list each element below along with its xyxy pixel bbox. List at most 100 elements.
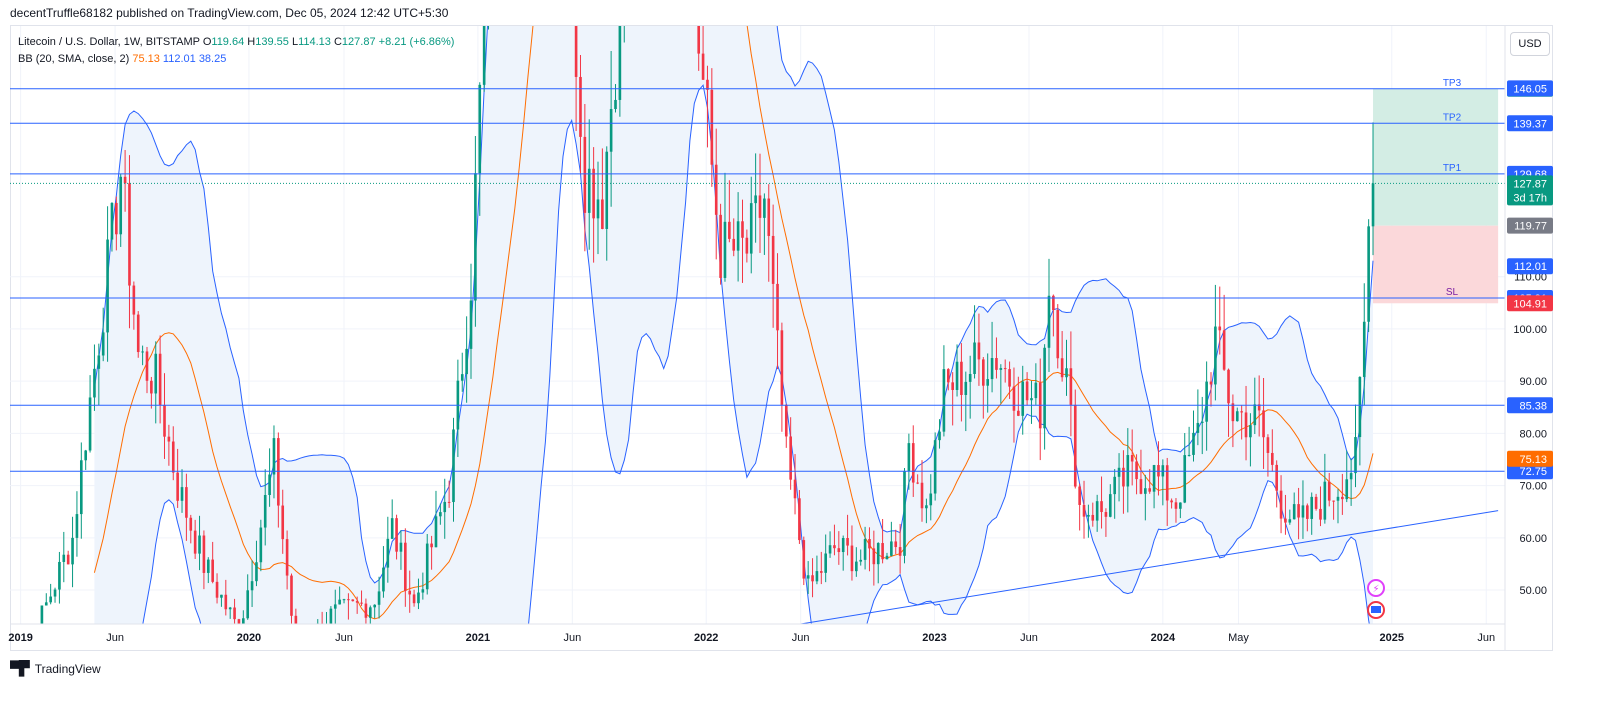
candle-body bbox=[592, 168, 595, 219]
candle-body bbox=[40, 605, 44, 624]
candle-body bbox=[1069, 368, 1073, 405]
candle-body bbox=[268, 474, 271, 496]
candle-body bbox=[368, 607, 372, 618]
price-label-text: 127.87 bbox=[1513, 178, 1547, 190]
candle-body bbox=[1003, 368, 1007, 370]
high-label: H bbox=[247, 36, 256, 48]
candle-body bbox=[1052, 295, 1055, 311]
candle-body bbox=[44, 602, 48, 606]
candle-body bbox=[71, 537, 74, 565]
candle-body bbox=[1367, 226, 1370, 322]
candle-body bbox=[1060, 358, 1064, 378]
candle-body bbox=[320, 623, 324, 624]
y-tick-label: 60.00 bbox=[1519, 533, 1547, 545]
bb-row: BB (20, SMA, close, 2) 75.13 112.01 38.2… bbox=[18, 51, 454, 68]
candle-body bbox=[294, 615, 298, 624]
y-tick-label: 100.00 bbox=[1513, 324, 1547, 336]
candle-body bbox=[158, 353, 162, 405]
candle-body bbox=[1174, 502, 1178, 509]
candle-body bbox=[408, 590, 412, 595]
candle-body bbox=[876, 543, 880, 565]
candle-body bbox=[1332, 500, 1335, 502]
candle-body bbox=[246, 590, 250, 619]
candle-body bbox=[898, 547, 902, 556]
candle-body bbox=[1183, 455, 1187, 503]
candle-body bbox=[872, 548, 876, 565]
currency-button[interactable]: USD bbox=[1510, 32, 1550, 56]
candle-body bbox=[263, 495, 267, 528]
candle-body bbox=[386, 538, 390, 568]
candle-body bbox=[1117, 467, 1121, 477]
candle-body bbox=[697, 26, 701, 54]
candle-body bbox=[863, 539, 867, 560]
price-label-text: 146.05 bbox=[1513, 83, 1547, 95]
candle-body bbox=[763, 198, 766, 218]
high-value: 139.55 bbox=[255, 36, 289, 48]
candle-body bbox=[933, 440, 937, 494]
candle-body bbox=[1065, 368, 1068, 378]
candle-body bbox=[342, 599, 346, 601]
candle-body bbox=[986, 379, 990, 386]
x-tick-label: Jun bbox=[335, 632, 353, 644]
candle-body bbox=[1170, 500, 1173, 503]
candle-body bbox=[776, 283, 779, 331]
candle-body bbox=[84, 450, 88, 461]
candle-body bbox=[1148, 488, 1152, 492]
candle-body bbox=[587, 168, 591, 213]
price-label-box bbox=[1507, 80, 1553, 97]
candle-body bbox=[719, 214, 722, 278]
candle-body bbox=[1017, 410, 1020, 416]
candle-body bbox=[281, 505, 285, 540]
candle-body bbox=[1139, 479, 1143, 494]
candle-body bbox=[351, 599, 355, 602]
candle-body bbox=[338, 599, 341, 605]
candle-body bbox=[452, 429, 455, 503]
x-tick-label: Jun bbox=[1020, 632, 1038, 644]
candle-body bbox=[754, 195, 757, 204]
candle-body bbox=[447, 501, 451, 503]
candle-body bbox=[272, 438, 276, 475]
candle-body bbox=[1192, 432, 1195, 455]
price-label-text: 112.01 bbox=[1514, 261, 1547, 273]
candle-body bbox=[574, 26, 578, 77]
candle-body bbox=[36, 638, 39, 639]
candle-body bbox=[982, 359, 985, 386]
candle-body bbox=[911, 443, 915, 483]
chart-frame[interactable] bbox=[10, 25, 1553, 651]
candle-body bbox=[1362, 321, 1366, 377]
event-icons: ⚡ bbox=[1367, 579, 1385, 619]
candle-body bbox=[1222, 330, 1226, 370]
candle-body bbox=[1108, 494, 1112, 517]
price-label-box bbox=[1507, 295, 1553, 312]
candle-body bbox=[377, 591, 381, 605]
candle-body bbox=[1314, 496, 1318, 509]
candle-body bbox=[382, 567, 385, 592]
candle-body bbox=[973, 342, 976, 374]
x-tick-label: May bbox=[1228, 632, 1249, 644]
candle-body bbox=[1152, 465, 1156, 492]
candle-body bbox=[1288, 519, 1292, 523]
candle-body bbox=[425, 543, 429, 590]
candle-body bbox=[123, 176, 127, 184]
y-tick-label: 110.00 bbox=[1514, 272, 1547, 284]
candle-body bbox=[237, 619, 241, 624]
candle-body bbox=[430, 543, 433, 548]
candle-body bbox=[1047, 295, 1051, 348]
close-value: 127.87 bbox=[341, 36, 376, 48]
candle-body bbox=[916, 482, 919, 484]
candle-body bbox=[277, 438, 280, 506]
candle-body bbox=[1297, 504, 1300, 518]
candle-body bbox=[1144, 488, 1147, 494]
candle-body bbox=[868, 539, 871, 549]
x-tick-label: 2022 bbox=[694, 632, 718, 644]
candle-body bbox=[1218, 326, 1222, 331]
candle-body bbox=[1209, 381, 1213, 385]
candle-body bbox=[145, 351, 149, 381]
x-tick-label: 2021 bbox=[466, 632, 490, 644]
x-tick-label: Jun bbox=[792, 632, 810, 644]
price-label-text: 85.38 bbox=[1519, 400, 1547, 412]
candle-body bbox=[1025, 381, 1029, 401]
tradingview-logo-icon[interactable]: ▀▛ bbox=[10, 660, 30, 676]
candle-body bbox=[360, 602, 363, 604]
